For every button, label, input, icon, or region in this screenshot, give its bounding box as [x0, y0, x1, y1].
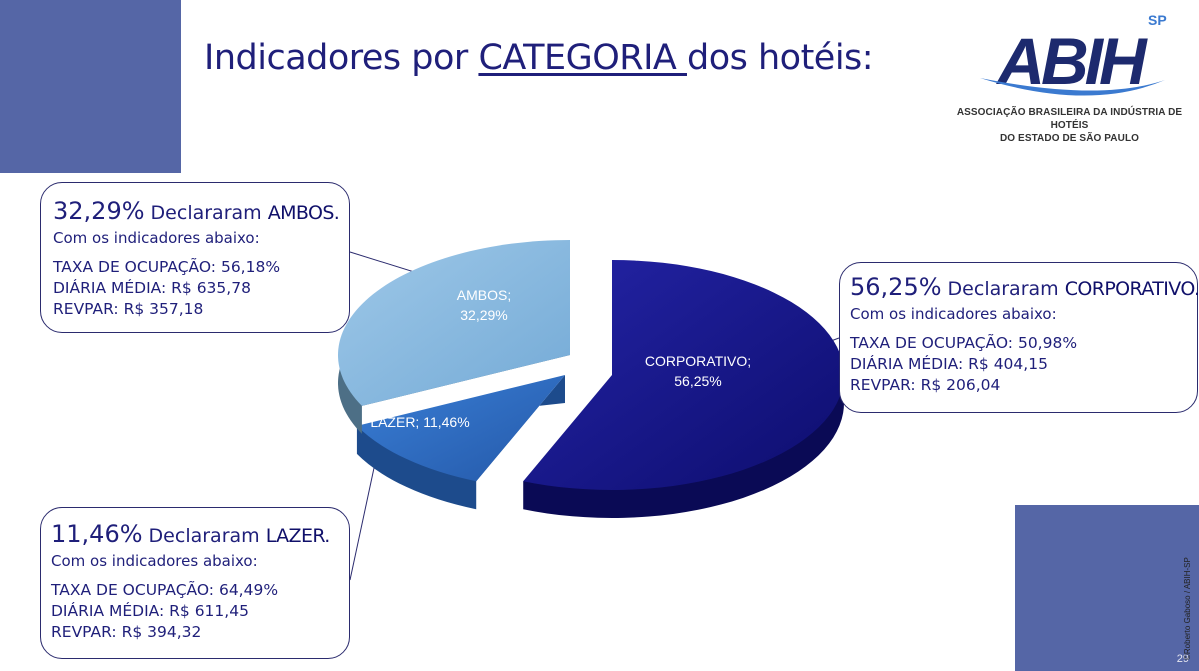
- logo-caption-line1: ASSOCIAÇÃO BRASILEIRA DA INDÚSTRIA DE HO…: [956, 107, 1183, 131]
- slice-lazer: [356, 375, 565, 482]
- pie-slices: [338, 240, 844, 518]
- slide-title: Indicadores por CATEGORIA dos hotéis:: [204, 38, 874, 78]
- slice-corporativo: [523, 260, 844, 490]
- callout-lazer-ocupacao: TAXA DE OCUPAÇÃO: 64,49%: [51, 581, 279, 599]
- callout-corporativo-ocupacao: TAXA DE OCUPAÇÃO: 50,98%: [850, 334, 1078, 352]
- callout-ambos: 32,29% Declararam AMBOS. Com os indicado…: [40, 182, 350, 333]
- logo-swoosh: [980, 78, 1165, 96]
- title-highlight: CATEGORIA: [478, 38, 687, 78]
- callout-lazer-headline: 11,46% Declararam LAZER.: [51, 520, 349, 548]
- logo-caption: ASSOCIAÇÃO BRASILEIRA DA INDÚSTRIA DE HO…: [940, 106, 1199, 145]
- title-text-after: dos hotéis:: [686, 38, 874, 78]
- callout-corporativo-category: CORPORATIVO.: [1064, 278, 1199, 300]
- callout-ambos-revpar: REVPAR: R$ 357,18: [53, 300, 204, 318]
- callout-ambos-pct: 32,29%: [53, 197, 145, 225]
- decorative-block-top-left: [0, 0, 181, 173]
- logo-caption-line2: DO ESTADO DE SÃO PAULO: [999, 133, 1140, 144]
- callout-lazer-subtitle: Com os indicadores abaixo:: [51, 552, 258, 570]
- slice-lazer-label: LAZER; 11,46%: [370, 414, 469, 430]
- callout-corporativo-pct: 56,25%: [850, 273, 942, 301]
- slice-ambos-label: AMBOS; 32,29%: [457, 287, 511, 323]
- callout-corporativo: 56,25% Declararam CORPORATIVO. Com os in…: [839, 262, 1199, 413]
- page-number: 29: [1176, 653, 1189, 665]
- callout-lazer-pct: 11,46%: [51, 520, 143, 548]
- photo-credit: ©Roberto Gaboso / ABIH-SP: [1183, 557, 1192, 660]
- decorative-block-bottom-right: 29: [1015, 505, 1199, 671]
- callout-corporativo-headline: 56,25% Declararam CORPORATIVO.: [850, 273, 1199, 301]
- callout-corporativo-subtitle: Com os indicadores abaixo:: [850, 305, 1057, 323]
- callout-corporativo-revpar: REVPAR: R$ 206,04: [850, 376, 1001, 394]
- slice-corporativo-label: CORPORATIVO; 56,25%: [645, 353, 751, 389]
- abih-logo: ABIH SP: [980, 12, 1167, 98]
- callout-lazer-decl: Declararam: [142, 525, 266, 547]
- callout-ambos-headline: 32,29% Declararam AMBOS.: [53, 197, 349, 225]
- callout-ambos-decl: Declararam: [144, 202, 268, 224]
- callout-ambos-category: AMBOS.: [267, 202, 340, 224]
- callout-lazer-category: LAZER.: [265, 525, 331, 547]
- callout-ambos-ocupacao: TAXA DE OCUPAÇÃO: 56,18%: [53, 258, 281, 276]
- callout-lazer-revpar: REVPAR: R$ 394,32: [51, 623, 202, 641]
- callout-lazer-diaria: DIÁRIA MÉDIA: R$ 611,45: [51, 602, 249, 620]
- callout-ambos-diaria: DIÁRIA MÉDIA: R$ 635,78: [53, 279, 251, 297]
- slice-ambos: [338, 240, 570, 406]
- logo-region: SP: [1148, 12, 1167, 28]
- callout-corporativo-decl: Declararam: [941, 278, 1065, 300]
- title-text-before: Indicadores por: [204, 38, 479, 78]
- callout-lazer: 11,46% Declararam LAZER. Com os indicado…: [40, 507, 350, 659]
- callout-corporativo-diaria: DIÁRIA MÉDIA: R$ 404,15: [850, 355, 1048, 373]
- pie-labels: CORPORATIVO; 56,25% LAZER; 11,46% AMBOS; 32,…: [370, 287, 751, 430]
- callout-ambos-subtitle: Com os indicadores abaixo:: [53, 229, 260, 247]
